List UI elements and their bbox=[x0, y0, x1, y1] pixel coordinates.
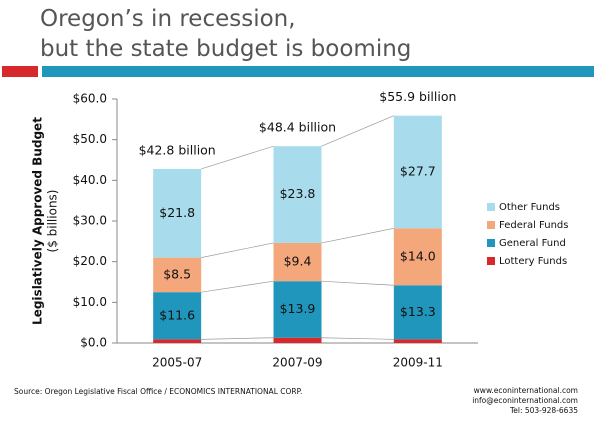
legend-swatch bbox=[487, 239, 495, 247]
title-line: but the state budget is booming bbox=[40, 36, 411, 62]
y-axis-label: Legislatively Approved Budget bbox=[31, 117, 45, 325]
legend-label: Federal Funds bbox=[499, 220, 569, 231]
data-label: $11.6 bbox=[159, 307, 195, 322]
bar-segment bbox=[153, 339, 202, 343]
bar-segment bbox=[273, 242, 322, 282]
y-tick-label: $60.0 bbox=[73, 92, 107, 106]
data-label: $13.3 bbox=[400, 304, 436, 319]
connector bbox=[321, 227, 394, 244]
total-label: $48.4 billion bbox=[259, 120, 336, 135]
bar-segment bbox=[153, 257, 202, 293]
source: Source: Oregon Legislative Fiscal Office… bbox=[14, 387, 302, 396]
contact: www.econinternational.com bbox=[474, 386, 578, 395]
y-tick-label: $0.0 bbox=[80, 336, 107, 350]
legend-label: Lottery Funds bbox=[499, 256, 567, 267]
contact: info@econinternational.com bbox=[472, 396, 578, 405]
connector bbox=[201, 280, 274, 293]
connector bbox=[321, 280, 394, 286]
y-axis-label: ($ billions) bbox=[46, 190, 60, 253]
contact: Tel: 503-928-6635 bbox=[509, 406, 578, 415]
accent-bar bbox=[2, 66, 38, 77]
bar-segment bbox=[273, 337, 322, 343]
legend-swatch bbox=[487, 203, 495, 211]
data-label: $27.7 bbox=[400, 163, 436, 178]
bar-segment bbox=[393, 339, 442, 343]
data-label: $8.5 bbox=[163, 266, 191, 281]
x-tick-label: 2007-09 bbox=[272, 356, 322, 370]
data-label: $13.9 bbox=[280, 301, 316, 316]
connector bbox=[201, 337, 274, 340]
data-label: $23.8 bbox=[280, 186, 316, 201]
y-tick-label: $20.0 bbox=[73, 254, 107, 268]
bar-segment bbox=[153, 292, 202, 340]
bar-segment bbox=[273, 146, 322, 243]
y-tick-label: $10.0 bbox=[73, 295, 107, 309]
connector bbox=[201, 145, 274, 170]
bar-segment bbox=[273, 281, 322, 338]
legend-label: Other Funds bbox=[499, 202, 560, 213]
total-label: $55.9 billion bbox=[379, 89, 456, 104]
data-label: $14.0 bbox=[400, 248, 436, 263]
connector bbox=[321, 337, 394, 340]
bar-segment bbox=[393, 228, 442, 286]
x-tick-label: 2009-11 bbox=[393, 356, 443, 370]
bar-segment bbox=[393, 285, 442, 340]
legend-label: General Fund bbox=[499, 238, 566, 249]
legend-swatch bbox=[487, 221, 495, 229]
data-label: $21.8 bbox=[159, 205, 195, 220]
x-tick-label: 2005-07 bbox=[152, 356, 202, 370]
bar-segment bbox=[153, 168, 202, 258]
title-line: Oregon’s in recession, bbox=[40, 6, 296, 32]
y-tick-label: $30.0 bbox=[73, 214, 107, 228]
connector bbox=[201, 242, 274, 258]
y-tick-label: $40.0 bbox=[73, 173, 107, 187]
total-label: $42.8 billion bbox=[139, 142, 216, 157]
accent-bar bbox=[42, 66, 594, 77]
data-label: $9.4 bbox=[284, 254, 312, 269]
bar-segment bbox=[393, 115, 442, 229]
legend-swatch bbox=[487, 257, 495, 265]
connector bbox=[321, 115, 394, 147]
y-tick-label: $50.0 bbox=[73, 132, 107, 146]
